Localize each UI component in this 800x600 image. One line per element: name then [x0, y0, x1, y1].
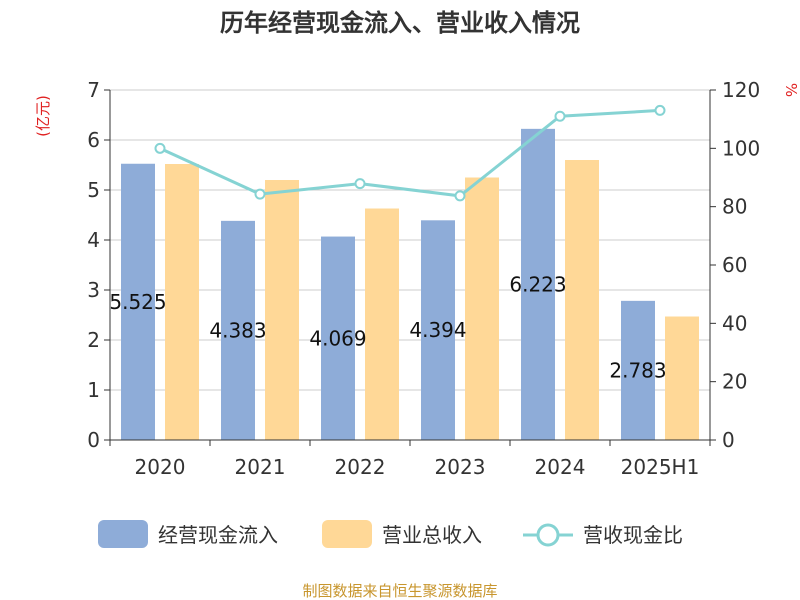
ratio-polyline [159, 108, 661, 198]
x-tick-label-2023: 2023 [435, 455, 486, 479]
left-tick-label-0: 0 [87, 428, 100, 452]
grid-lines [110, 89, 710, 391]
left-tick-label-4: 4 [87, 228, 100, 252]
legend-label-revenue: 营业总收入 [382, 523, 482, 547]
data-labels: 5.525 4.383 4.069 4.394 6.223 2.783 [109, 272, 666, 382]
legend-label-ratio: 营收现金比 [583, 523, 683, 547]
right-tick-label-6: 120 [722, 78, 760, 102]
bar-revenue-2025H1 [665, 316, 699, 440]
bar-revenue-2024 [565, 160, 599, 440]
left-tick-label-6: 6 [87, 128, 100, 152]
data-label-2023: 4.394 [409, 318, 466, 342]
bar-revenue-2020 [165, 164, 199, 440]
right-tick-label-2: 40 [722, 311, 747, 335]
legend-swatch-ratio-marker [536, 523, 560, 547]
bar-cash-inflow-2020 [121, 163, 155, 440]
ratio-point-2022 [354, 178, 366, 190]
chart-title: 历年经营现金流入、营业收入情况 [220, 9, 580, 37]
left-tick-label-5: 5 [87, 178, 100, 202]
ratio-point-2025H1 [654, 104, 666, 116]
data-label-2021: 4.383 [209, 318, 266, 342]
bar-cash-inflow-2022 [321, 236, 355, 440]
x-tick-label-2025H1: 2025H1 [621, 455, 700, 479]
ratio-point-2024 [554, 110, 566, 122]
x-tick-label-2021: 2021 [235, 455, 286, 479]
right-tick-label-3: 60 [722, 253, 747, 277]
x-tick-label-2020: 2020 [135, 455, 186, 479]
bar-marks [121, 128, 699, 440]
x-tick-label-2022: 2022 [335, 455, 386, 479]
legend-label-cash-inflow: 经营现金流入 [158, 523, 278, 547]
right-tick-label-0: 0 [722, 428, 735, 452]
data-label-2022: 4.069 [309, 326, 366, 350]
left-tick-label-7: 7 [87, 78, 100, 102]
bar-revenue-2023 [465, 177, 499, 440]
right-tick-label-5: 100 [722, 136, 760, 160]
data-label-2020: 5.525 [109, 290, 166, 314]
bar-cash-inflow-2024 [521, 128, 555, 440]
right-axis-unit: % [782, 83, 800, 97]
legend: 经营现金流入 营业总收入 营收现金比 [98, 520, 683, 548]
bar-cash-inflow-2023 [421, 220, 455, 440]
right-tick-label-4: 80 [722, 195, 747, 219]
bar-cash-inflow-2021 [221, 220, 255, 440]
left-axis-unit: (亿元) [34, 95, 52, 137]
ratio-point-2021 [254, 188, 266, 200]
bar-revenue-2022 [365, 208, 399, 440]
x-tick-label-2024: 2024 [535, 455, 586, 479]
source-note: 制图数据来自恒生聚源数据库 [302, 582, 497, 600]
left-tick-label-1: 1 [87, 378, 100, 402]
data-label-2024: 6.223 [509, 272, 566, 296]
right-tick-label-1: 20 [722, 370, 747, 394]
ratio-line [154, 104, 666, 202]
left-tick-label-3: 3 [87, 278, 100, 302]
axes: 0 1 2 3 4 5 6 7 0 20 40 60 80 100 120 2020 2021 2022 2023 2… [87, 78, 760, 479]
bar-cash-inflow-2025H1 [621, 300, 655, 440]
data-label-2025H1: 2.783 [609, 358, 666, 382]
ratio-point-2023 [454, 190, 466, 202]
legend-swatch-cash-inflow [98, 520, 148, 548]
ratio-point-2020 [154, 142, 166, 154]
bar-revenue-2021 [265, 180, 299, 440]
left-tick-label-2: 2 [87, 328, 100, 352]
legend-swatch-revenue [322, 520, 372, 548]
